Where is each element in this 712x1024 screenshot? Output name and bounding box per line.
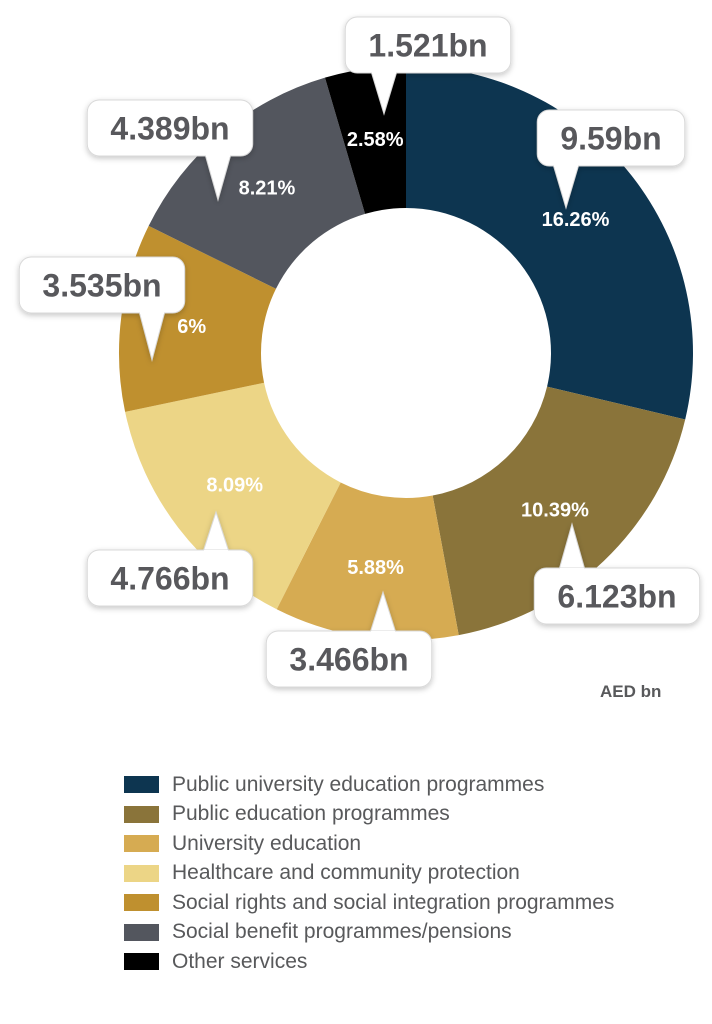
value-label: 4.389bn — [110, 111, 229, 147]
legend-swatch — [124, 805, 159, 823]
legend-item: Public education programmes — [124, 800, 614, 830]
donut-slice — [276, 482, 459, 640]
unit-label: AED bn — [600, 682, 662, 701]
legend-item: Public university education programmes — [124, 770, 614, 800]
legend-swatch — [124, 953, 159, 971]
legend-item: Social benefit programmes/pensions — [124, 918, 614, 948]
legend-label: University education — [172, 831, 362, 855]
percent-label: 8.21% — [239, 178, 296, 200]
value-callout: 3.535bn — [18, 256, 186, 362]
legend-label: Public education programmes — [172, 802, 450, 826]
percent-label: 6% — [177, 316, 206, 338]
legend-swatch — [124, 923, 159, 941]
legend-label: Social benefit programmes/pensions — [172, 920, 512, 944]
legend-swatch — [124, 776, 159, 794]
legend-swatch — [124, 864, 159, 882]
percent-label: 10.39% — [521, 499, 589, 521]
percent-label: 8.09% — [206, 475, 263, 497]
percent-label: 16.26% — [542, 209, 610, 231]
value-label: 3.535bn — [42, 268, 161, 304]
value-label: 1.521bn — [368, 28, 487, 64]
value-callout: 4.766bn — [86, 510, 254, 607]
legend-item: University education — [124, 829, 614, 859]
value-callout: 4.389bn — [86, 99, 254, 202]
legend-label: Healthcare and community protection — [172, 861, 520, 885]
legend: Public university education programmes Pu… — [124, 770, 614, 977]
donut-slice — [432, 386, 686, 636]
donut-slice — [406, 66, 693, 420]
legend-swatch — [124, 894, 159, 912]
value-callout: 1.521bn — [344, 16, 512, 116]
value-label: 4.766bn — [110, 561, 229, 597]
percent-label: 2.58% — [347, 129, 404, 151]
legend-item: Social rights and social integration pro… — [124, 888, 614, 918]
donut-slice — [125, 382, 341, 610]
value-callout: 6.123bn — [533, 522, 701, 625]
legend-swatch — [124, 835, 159, 853]
value-callout: 9.59bn — [536, 109, 686, 210]
donut-chart: 16.26% 10.39% 5.88% 8.09% 6% 8.21% 2.58% 9.59bn… — [18, 16, 701, 688]
legend-label: Public university education programmes — [172, 772, 545, 796]
value-label: 6.123bn — [557, 579, 676, 615]
legend-label: Social rights and social integration pro… — [172, 890, 615, 914]
percent-label: 5.88% — [347, 557, 404, 579]
value-label: 3.466bn — [289, 642, 408, 678]
value-label: 9.59bn — [560, 121, 661, 157]
value-callout: 3.466bn — [265, 590, 433, 688]
legend-item: Healthcare and community protection — [124, 859, 614, 889]
donut-slice — [148, 77, 366, 289]
legend-label: Other services — [172, 949, 308, 973]
legend-item: Other services — [124, 947, 614, 977]
